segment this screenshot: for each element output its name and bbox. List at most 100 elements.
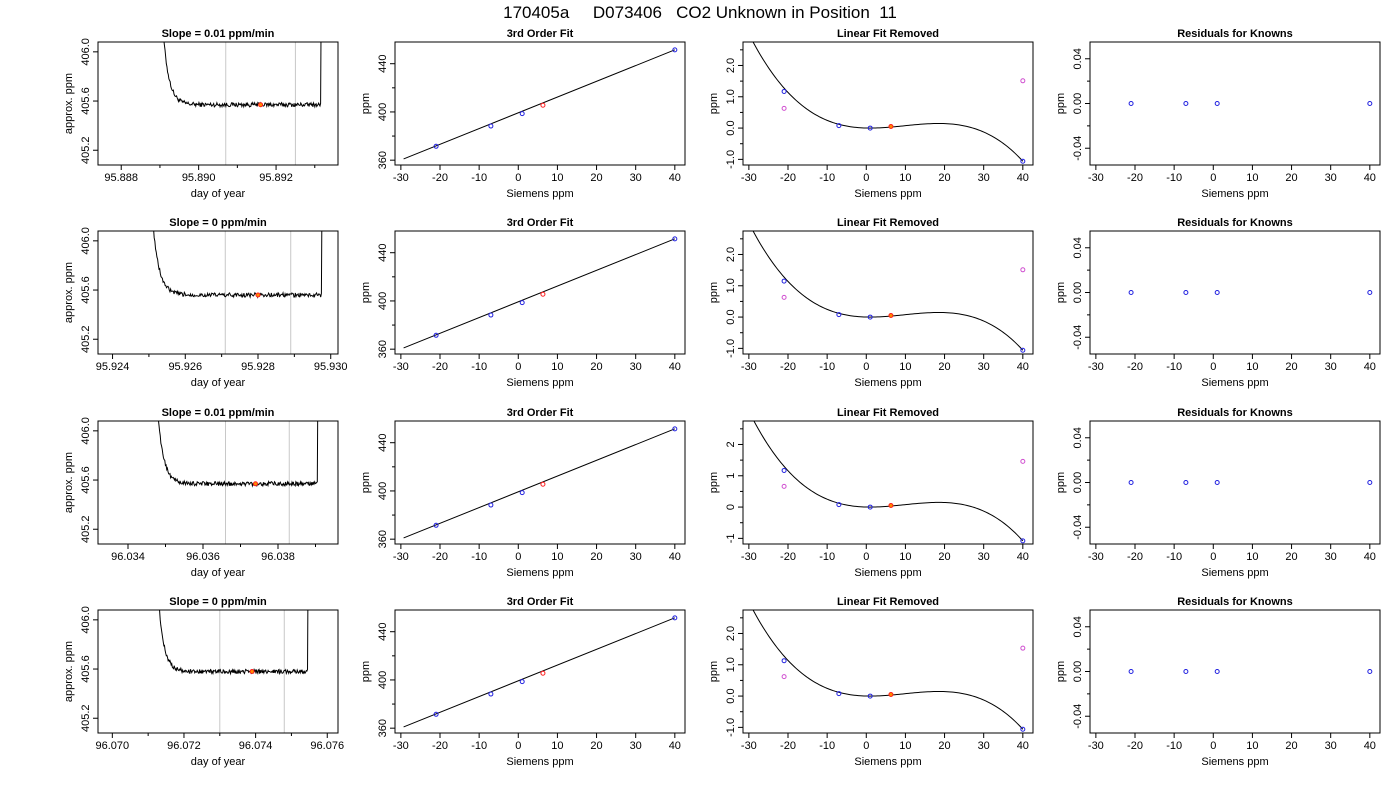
y-tick-label: -1.0 — [725, 718, 737, 737]
y-tick-label: -1.0 — [725, 150, 737, 169]
cubic-fit-line — [403, 238, 676, 349]
x-tick-label: -20 — [432, 361, 448, 373]
y-tick-label: -0.04 — [1072, 515, 1084, 540]
y-tick-label: 405.6 — [80, 466, 92, 494]
x-tick-label: 30 — [978, 172, 990, 184]
x-tick-label: 30 — [978, 551, 990, 563]
x-axis-label: Siemens ppm — [854, 756, 921, 768]
known-standard-point — [781, 278, 787, 284]
y-tick-label: 406.0 — [80, 417, 92, 445]
x-axis-label: Siemens ppm — [506, 756, 573, 768]
panel-fit-row-3: 3rd Order Fit -30 -20 -10 0 10 20 30 40 Siemens p… — [360, 407, 686, 579]
panel-title: 3rd Order Fit — [507, 407, 574, 419]
plot-area — [403, 615, 678, 728]
y-tick-label: 400 — [377, 482, 389, 500]
y-tick-label: 2.0 — [725, 58, 737, 73]
y-tick-label: -1.0 — [725, 339, 737, 358]
known-standard-point — [672, 615, 678, 621]
x-tick-label: 0 — [515, 172, 521, 184]
known-standard-point — [781, 467, 787, 473]
y-axis-label: ppm — [360, 661, 372, 682]
flagged-point — [1020, 458, 1026, 464]
plot-frame — [394, 41, 686, 166]
unknown-mean-marker — [249, 669, 255, 674]
known-standard-point — [672, 236, 678, 242]
y-tick-label: 360 — [377, 340, 389, 358]
known-residual-point — [1128, 101, 1134, 106]
y-axis-label: ppm — [1055, 661, 1067, 682]
y-tick-label: 405.6 — [80, 276, 92, 304]
known-standard-point — [836, 123, 842, 129]
plot-area — [403, 426, 678, 539]
panel-title: Slope = 0 ppm/min — [169, 217, 267, 229]
known-standard-point — [433, 143, 439, 149]
x-tick-label: 96.036 — [186, 551, 220, 563]
known-standard-point — [519, 111, 525, 117]
panel-title: 3rd Order Fit — [507, 217, 574, 229]
panel-title: 3rd Order Fit — [507, 28, 574, 40]
cubic-fit-line — [403, 49, 676, 160]
flagged-point — [781, 674, 787, 680]
x-tick-label: 20 — [590, 361, 602, 373]
x-tick-label: -30 — [1088, 551, 1104, 563]
y-axis-label: ppm — [708, 93, 720, 114]
plot-area — [403, 47, 678, 160]
x-tick-label: 96.076 — [310, 740, 344, 752]
x-tick-label: 96.038 — [261, 551, 295, 563]
concentration-trace — [159, 610, 309, 676]
x-tick-label: 96.070 — [96, 740, 130, 752]
x-tick-label: -20 — [780, 361, 796, 373]
x-tick-label: -10 — [819, 172, 835, 184]
nonlinear-curve — [753, 421, 1024, 542]
plot-area — [153, 231, 323, 354]
x-tick-label: -20 — [1127, 740, 1143, 752]
known-residual-point — [1128, 290, 1134, 295]
concentration-trace — [158, 421, 319, 488]
flagged-point — [1020, 645, 1026, 651]
y-tick-label: 0.00 — [1072, 282, 1084, 303]
panel-timeseries-row-4: Slope = 0 ppm/min 96.070 96.072 96.074 96.07… — [63, 596, 344, 768]
x-axis-label: day of year — [191, 377, 246, 389]
x-tick-label: 0 — [863, 172, 869, 184]
y-tick-label: -0.04 — [1072, 325, 1084, 350]
y-tick-label: 360 — [377, 719, 389, 737]
panel-knowns_residuals-row-1: Residuals for Knowns -30 -20 -10 0 10 20 30 40 Si… — [1055, 28, 1381, 200]
x-tick-label: 10 — [1246, 551, 1258, 563]
x-tick-label: 30 — [1325, 740, 1337, 752]
x-tick-label: -30 — [741, 740, 757, 752]
unknown-mean-marker — [253, 481, 258, 487]
y-axis-label: ppm — [708, 282, 720, 303]
plot-frame — [97, 420, 339, 545]
known-residual-point — [1214, 669, 1220, 674]
flagged-point — [781, 294, 787, 300]
plot-frame — [394, 609, 686, 734]
x-tick-label: 95.924 — [96, 361, 130, 373]
panel-title: Linear Fit Removed — [837, 407, 939, 419]
panel-title: Slope = 0.01 ppm/min — [162, 28, 275, 40]
panel-residual_fit-row-2: Linear Fit Removed -30 -20 -10 0 10 20 30 40 Siem… — [708, 217, 1034, 389]
x-tick-label: -30 — [1088, 740, 1104, 752]
x-axis-label: Siemens ppm — [854, 188, 921, 200]
known-residual-point — [1183, 290, 1189, 295]
y-tick-label: 440 — [377, 434, 389, 452]
x-tick-label: 96.034 — [111, 551, 145, 563]
x-tick-label: 40 — [669, 172, 681, 184]
x-tick-label: 10 — [1246, 361, 1258, 373]
plot-frame — [394, 420, 686, 545]
known-standard-point — [781, 88, 787, 94]
y-tick-label: 1.0 — [725, 89, 737, 104]
y-tick-label: 0.0 — [725, 309, 737, 324]
x-tick-label: 0 — [515, 361, 521, 373]
nonlinear-curve — [752, 42, 1024, 162]
known-residual-point — [1214, 480, 1220, 485]
x-tick-label: -20 — [1127, 361, 1143, 373]
x-tick-label: 20 — [938, 172, 950, 184]
known-standard-point — [867, 693, 873, 699]
panel-title: Residuals for Knowns — [1177, 28, 1293, 40]
y-tick-label: 0.0 — [725, 688, 737, 703]
plot-area — [1128, 669, 1373, 674]
x-axis-label: Siemens ppm — [506, 567, 573, 579]
x-tick-label: 0 — [515, 551, 521, 563]
x-tick-label: -30 — [393, 361, 409, 373]
